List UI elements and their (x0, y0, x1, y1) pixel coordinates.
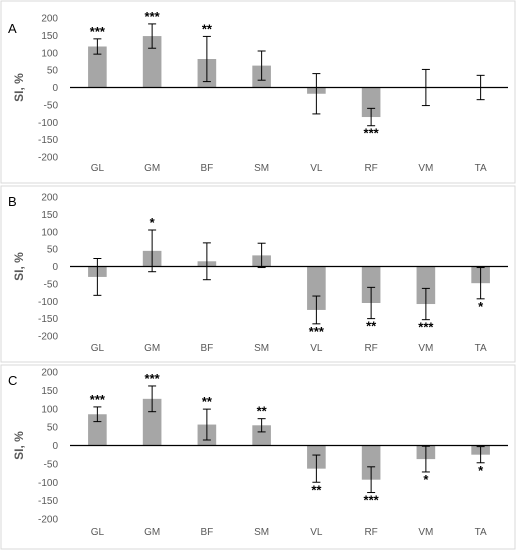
bar (252, 425, 271, 446)
category-label: GL (91, 163, 105, 174)
bar (416, 266, 436, 305)
category-label: GM (144, 343, 160, 354)
category-label: RF (364, 343, 377, 354)
y-tick-label: -50 (44, 100, 59, 111)
panel-label: B (8, 194, 17, 209)
significance-label: ** (202, 21, 213, 36)
bar (361, 445, 381, 480)
panel-frame (0, 364, 516, 550)
category-label: VM (418, 343, 433, 354)
significance-label: ** (366, 319, 377, 334)
bar (307, 266, 326, 310)
y-tick-label: 150 (41, 386, 58, 397)
category-label: BF (200, 527, 213, 538)
category-label: TA (475, 343, 487, 354)
y-tick-label: 50 (47, 66, 59, 77)
category-label: SM (254, 527, 269, 538)
y-tick-label: 150 (41, 31, 58, 42)
bar (88, 414, 107, 446)
bar (142, 398, 162, 446)
panel-label: C (8, 373, 17, 388)
category-label: GL (91, 527, 105, 538)
y-axis-title: SI, % (12, 431, 26, 460)
bar (361, 87, 381, 118)
category-label: GM (144, 527, 160, 538)
y-tick-label: -150 (38, 314, 58, 325)
category-label: VM (418, 527, 433, 538)
significance-label: * (478, 299, 484, 314)
category-label: BF (200, 343, 213, 354)
category-label: SM (254, 343, 269, 354)
y-tick-label: -50 (44, 279, 59, 290)
y-tick-label: 50 (47, 423, 59, 434)
y-tick-label: 0 (52, 83, 58, 94)
category-label: BF (200, 163, 213, 174)
category-label: GM (144, 163, 160, 174)
significance-label: * (150, 215, 156, 230)
y-tick-label: -200 (38, 515, 58, 526)
y-tick-label: -50 (44, 459, 59, 470)
y-tick-label: -150 (38, 135, 58, 146)
category-label: VL (310, 163, 323, 174)
y-tick-label: -200 (38, 332, 58, 343)
y-tick-label: -100 (38, 118, 58, 129)
y-tick-label: 100 (41, 227, 58, 238)
significance-label: *** (364, 126, 380, 141)
significance-label: *** (145, 9, 161, 24)
y-tick-label: -100 (38, 478, 58, 489)
y-tick-label: 0 (52, 262, 58, 273)
significance-label: ** (311, 482, 322, 497)
category-label: TA (475, 527, 487, 538)
significance-label: *** (309, 324, 325, 339)
bar (361, 266, 381, 303)
significance-label: * (478, 463, 484, 478)
bar (88, 46, 107, 88)
category-label: VL (310, 527, 323, 538)
category-label: VL (310, 343, 323, 354)
y-tick-label: -100 (38, 297, 58, 308)
panel-frame (0, 0, 516, 184)
category-label: TA (475, 163, 487, 174)
category-label: VM (418, 163, 433, 174)
significance-label: *** (90, 392, 106, 407)
y-tick-label: 50 (47, 245, 59, 256)
y-tick-label: 100 (41, 404, 58, 415)
y-tick-label: -200 (38, 153, 58, 164)
category-label: RF (364, 163, 377, 174)
y-tick-label: 0 (52, 441, 58, 452)
significance-label: ** (202, 394, 213, 409)
significance-label: * (423, 472, 429, 487)
significance-label: *** (90, 24, 106, 39)
significance-label: ** (257, 404, 268, 419)
y-axis-title: SI, % (12, 252, 26, 281)
significance-label: *** (418, 320, 434, 335)
category-label: RF (364, 527, 377, 538)
y-tick-label: 100 (41, 48, 58, 59)
significance-label: *** (364, 493, 380, 508)
y-axis-title: SI, % (12, 73, 26, 102)
category-label: SM (254, 163, 269, 174)
y-tick-label: 150 (41, 210, 58, 221)
y-tick-label: 200 (41, 14, 58, 25)
significance-label: *** (145, 371, 161, 386)
y-tick-label: 200 (41, 193, 58, 204)
bar (142, 36, 162, 88)
category-label: GL (91, 343, 105, 354)
y-tick-label: 200 (41, 368, 58, 379)
panel-frame (0, 185, 516, 363)
panel-label: A (8, 21, 17, 36)
y-tick-label: -150 (38, 496, 58, 507)
